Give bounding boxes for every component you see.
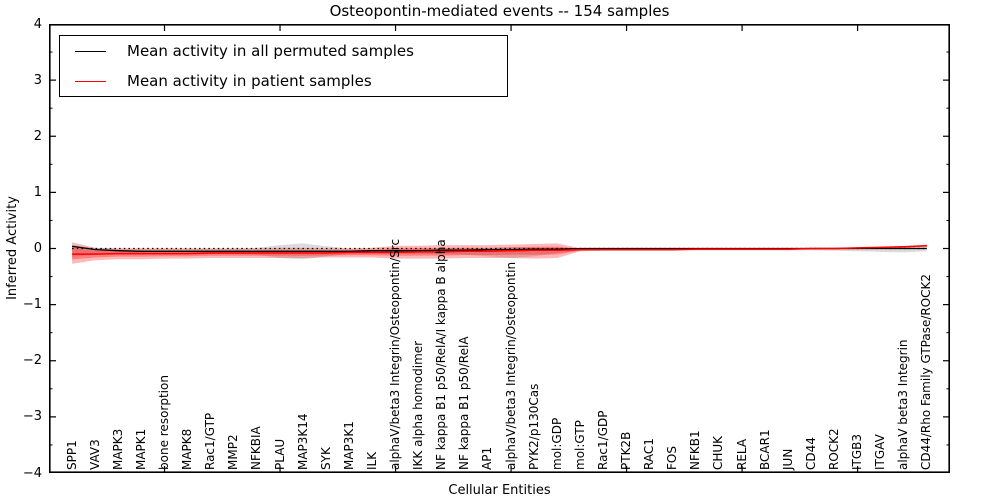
- patient-line-swatch: [75, 80, 106, 82]
- y-tick-label: 2: [33, 128, 42, 144]
- y-tick-label: 4: [33, 16, 42, 32]
- y-tick-label: −4: [22, 465, 42, 481]
- legend-entry-permuted: Mean activity in all permuted samples: [60, 38, 507, 64]
- legend-label: Mean activity in patient samples: [127, 72, 372, 90]
- y-tick-label: −3: [22, 409, 42, 425]
- y-tick-label: −2: [22, 353, 42, 369]
- x-axis-label: Cellular Entities: [448, 483, 551, 498]
- legend-label: Mean activity in all permuted samples: [127, 42, 414, 60]
- y-axis-label: Inferred Activity: [5, 196, 20, 300]
- y-tick-label: 3: [33, 72, 42, 88]
- patient-range-inner-band: [72, 245, 927, 260]
- plot-area: [49, 24, 950, 473]
- legend-entry-patient: Mean activity in patient samples: [60, 68, 507, 94]
- axes-frame: [49, 24, 950, 473]
- patient-range-band: [72, 242, 927, 264]
- chart-title: Osteopontin-mediated events -- 154 sampl…: [329, 2, 670, 20]
- legend: Mean activity in all permuted samples Me…: [59, 35, 508, 97]
- patient-mean-line: [72, 244, 927, 255]
- permuted-line-swatch: [75, 50, 106, 52]
